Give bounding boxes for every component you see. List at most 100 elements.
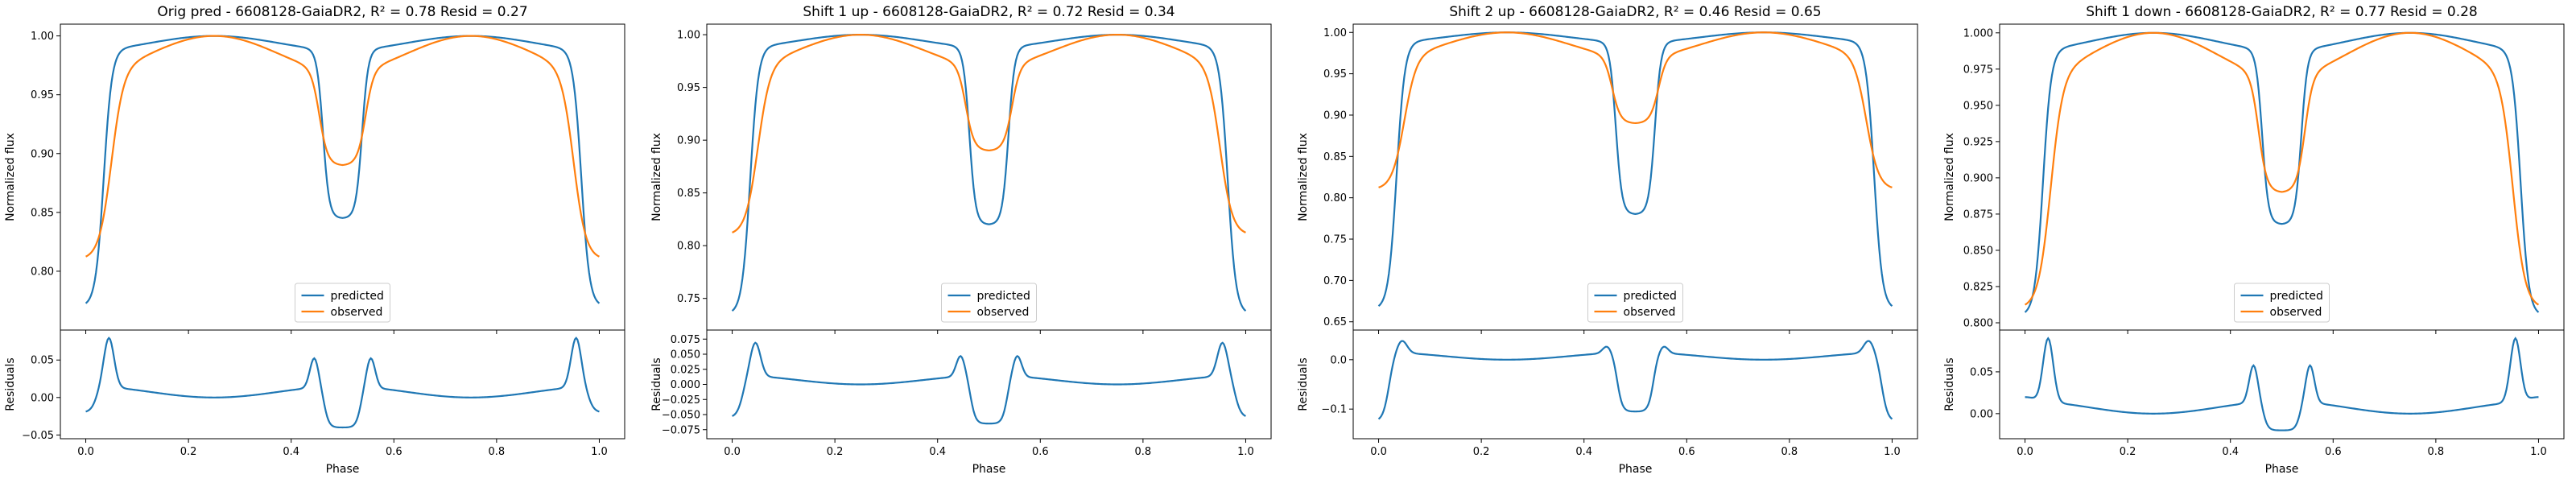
bottom-ytick-label: 0.0 <box>1330 354 1347 366</box>
top-ytick-label: 0.80 <box>677 241 700 253</box>
bottom-ytick-label: −0.075 <box>662 424 700 436</box>
bottom-ytick-label: 0.000 <box>671 379 700 391</box>
xtick-label: 0.6 <box>1678 446 1695 458</box>
bottom-axes-frame <box>1999 329 2565 440</box>
series-observed-line <box>732 33 1246 233</box>
top-ytick-label: 0.825 <box>1963 281 1993 293</box>
xtick-label: 0.4 <box>2222 446 2239 458</box>
top-ytick-label: 0.90 <box>31 148 54 160</box>
xtick-label: 0.0 <box>2017 446 2033 458</box>
xtick-label: 0.8 <box>1781 446 1798 458</box>
bottom-ytick-label: 0.075 <box>671 334 700 346</box>
residual-line <box>2025 336 2539 431</box>
xtick-label: 0.6 <box>386 446 402 458</box>
legend: predicted observed <box>2234 283 2330 323</box>
panel-4: Shift 1 down - 6608128-GaiaDR2, R² = 0.7… <box>1943 4 2565 476</box>
top-ytick-label: 0.80 <box>31 266 54 278</box>
residual-line <box>732 341 1246 425</box>
series-observed-line <box>2024 31 2540 306</box>
top-ytick-label: 0.875 <box>1963 208 1993 221</box>
bottom-ytick-label: 0.00 <box>1970 408 1993 420</box>
xtick-label: 0.4 <box>929 446 946 458</box>
xtick-label: 0.8 <box>2428 446 2445 458</box>
panel-title: Orig pred - 6608128-GaiaDR2, R² = 0.78 R… <box>157 4 527 20</box>
legend-label-predicted: predicted <box>2270 290 2323 303</box>
xlabel: Phase <box>1619 463 1653 476</box>
top-ytick-label: 0.85 <box>31 207 54 219</box>
top-ytick-label: 0.85 <box>1323 151 1347 163</box>
bottom-ylabel: Residuals <box>1943 357 1956 411</box>
panel-2: Shift 1 up - 6608128-GaiaDR2, R² = 0.72 … <box>650 4 1272 476</box>
top-ytick-label: 0.900 <box>1963 172 1993 184</box>
top-ytick-label: 0.80 <box>1323 192 1347 204</box>
legend: predicted observed <box>1587 283 1683 323</box>
panel-3: Shift 2 up - 6608128-GaiaDR2, R² = 0.46 … <box>1297 4 1918 476</box>
bottom-ytick-label: 0.00 <box>31 392 54 404</box>
bottom-axes-frame <box>1352 329 1918 440</box>
xlabel: Phase <box>326 463 360 476</box>
residual-line <box>1377 340 1893 420</box>
bottom-ytick-label: 0.05 <box>31 355 54 367</box>
residual-line <box>85 336 600 429</box>
xtick-label: 0.0 <box>77 446 94 458</box>
xtick-label: 0.6 <box>2325 446 2342 458</box>
series-observed-line <box>1378 31 1893 188</box>
xtick-label: 0.2 <box>827 446 844 458</box>
series-predicted-line <box>1377 31 1893 308</box>
bottom-ytick-label: −0.050 <box>662 410 700 422</box>
panel-title: Shift 2 up - 6608128-GaiaDR2, R² = 0.46 … <box>1449 4 1821 20</box>
xtick-label: 0.0 <box>724 446 741 458</box>
bottom-ylabel: Residuals <box>650 357 663 411</box>
top-ylabel: Normalized flux <box>4 133 17 221</box>
top-ytick-label: 0.975 <box>1963 64 1993 76</box>
bottom-ytick-label: 0.050 <box>671 349 700 361</box>
legend-label-observed: observed <box>2270 306 2322 319</box>
top-ytick-label: 0.95 <box>31 89 54 101</box>
series-observed-line <box>85 35 600 258</box>
panel-title: Shift 1 down - 6608128-GaiaDR2, R² = 0.7… <box>2086 4 2478 20</box>
top-ytick-label: 0.75 <box>677 293 700 305</box>
top-ytick-label: 0.950 <box>1963 100 1993 112</box>
series-predicted-line <box>2024 31 2540 313</box>
top-ytick-label: 1.000 <box>1963 27 1993 39</box>
series-predicted-line <box>731 33 1247 312</box>
legend: predicted observed <box>941 283 1037 323</box>
top-ytick-label: 1.00 <box>677 30 700 42</box>
xtick-label: 1.0 <box>2530 446 2547 458</box>
xtick-label: 0.6 <box>1032 446 1049 458</box>
top-ylabel: Normalized flux <box>650 133 663 221</box>
xlabel: Phase <box>972 463 1006 476</box>
bottom-axes-frame <box>60 329 625 440</box>
xtick-label: 0.2 <box>180 446 197 458</box>
xtick-label: 0.0 <box>1370 446 1387 458</box>
xtick-label: 0.8 <box>489 446 506 458</box>
panel-1: Orig pred - 6608128-GaiaDR2, R² = 0.78 R… <box>4 4 625 476</box>
top-ytick-label: 0.70 <box>1323 275 1347 287</box>
top-ytick-label: 1.00 <box>1323 27 1347 39</box>
top-ytick-label: 0.800 <box>1963 317 1993 329</box>
top-ytick-label: 0.65 <box>1323 316 1347 328</box>
legend-label-predicted: predicted <box>1624 290 1677 303</box>
bottom-ytick-label: −0.025 <box>662 394 700 407</box>
bottom-ylabel: Residuals <box>1297 357 1310 411</box>
bottom-axes-frame <box>706 329 1272 440</box>
xtick-label: 0.2 <box>2120 446 2136 458</box>
top-ytick-label: 1.00 <box>31 31 54 43</box>
top-ytick-label: 0.75 <box>1323 234 1347 246</box>
legend-label-observed: observed <box>1624 306 1676 319</box>
top-ytick-label: 0.925 <box>1963 136 1993 148</box>
top-ylabel: Normalized flux <box>1943 133 1956 221</box>
top-ylabel: Normalized flux <box>1297 133 1310 221</box>
top-ytick-label: 0.90 <box>1323 109 1347 122</box>
bottom-ytick-label: −0.1 <box>1321 404 1347 416</box>
series-predicted-line <box>85 35 601 304</box>
top-ytick-label: 0.85 <box>677 188 700 200</box>
legend-label-predicted: predicted <box>331 290 384 303</box>
legend: predicted observed <box>295 283 390 323</box>
xtick-label: 1.0 <box>1237 446 1254 458</box>
legend-label-observed: observed <box>331 306 383 319</box>
xlabel: Phase <box>2265 463 2299 476</box>
bottom-ytick-label: 0.05 <box>1970 366 1993 378</box>
top-ytick-label: 0.95 <box>1323 68 1347 80</box>
